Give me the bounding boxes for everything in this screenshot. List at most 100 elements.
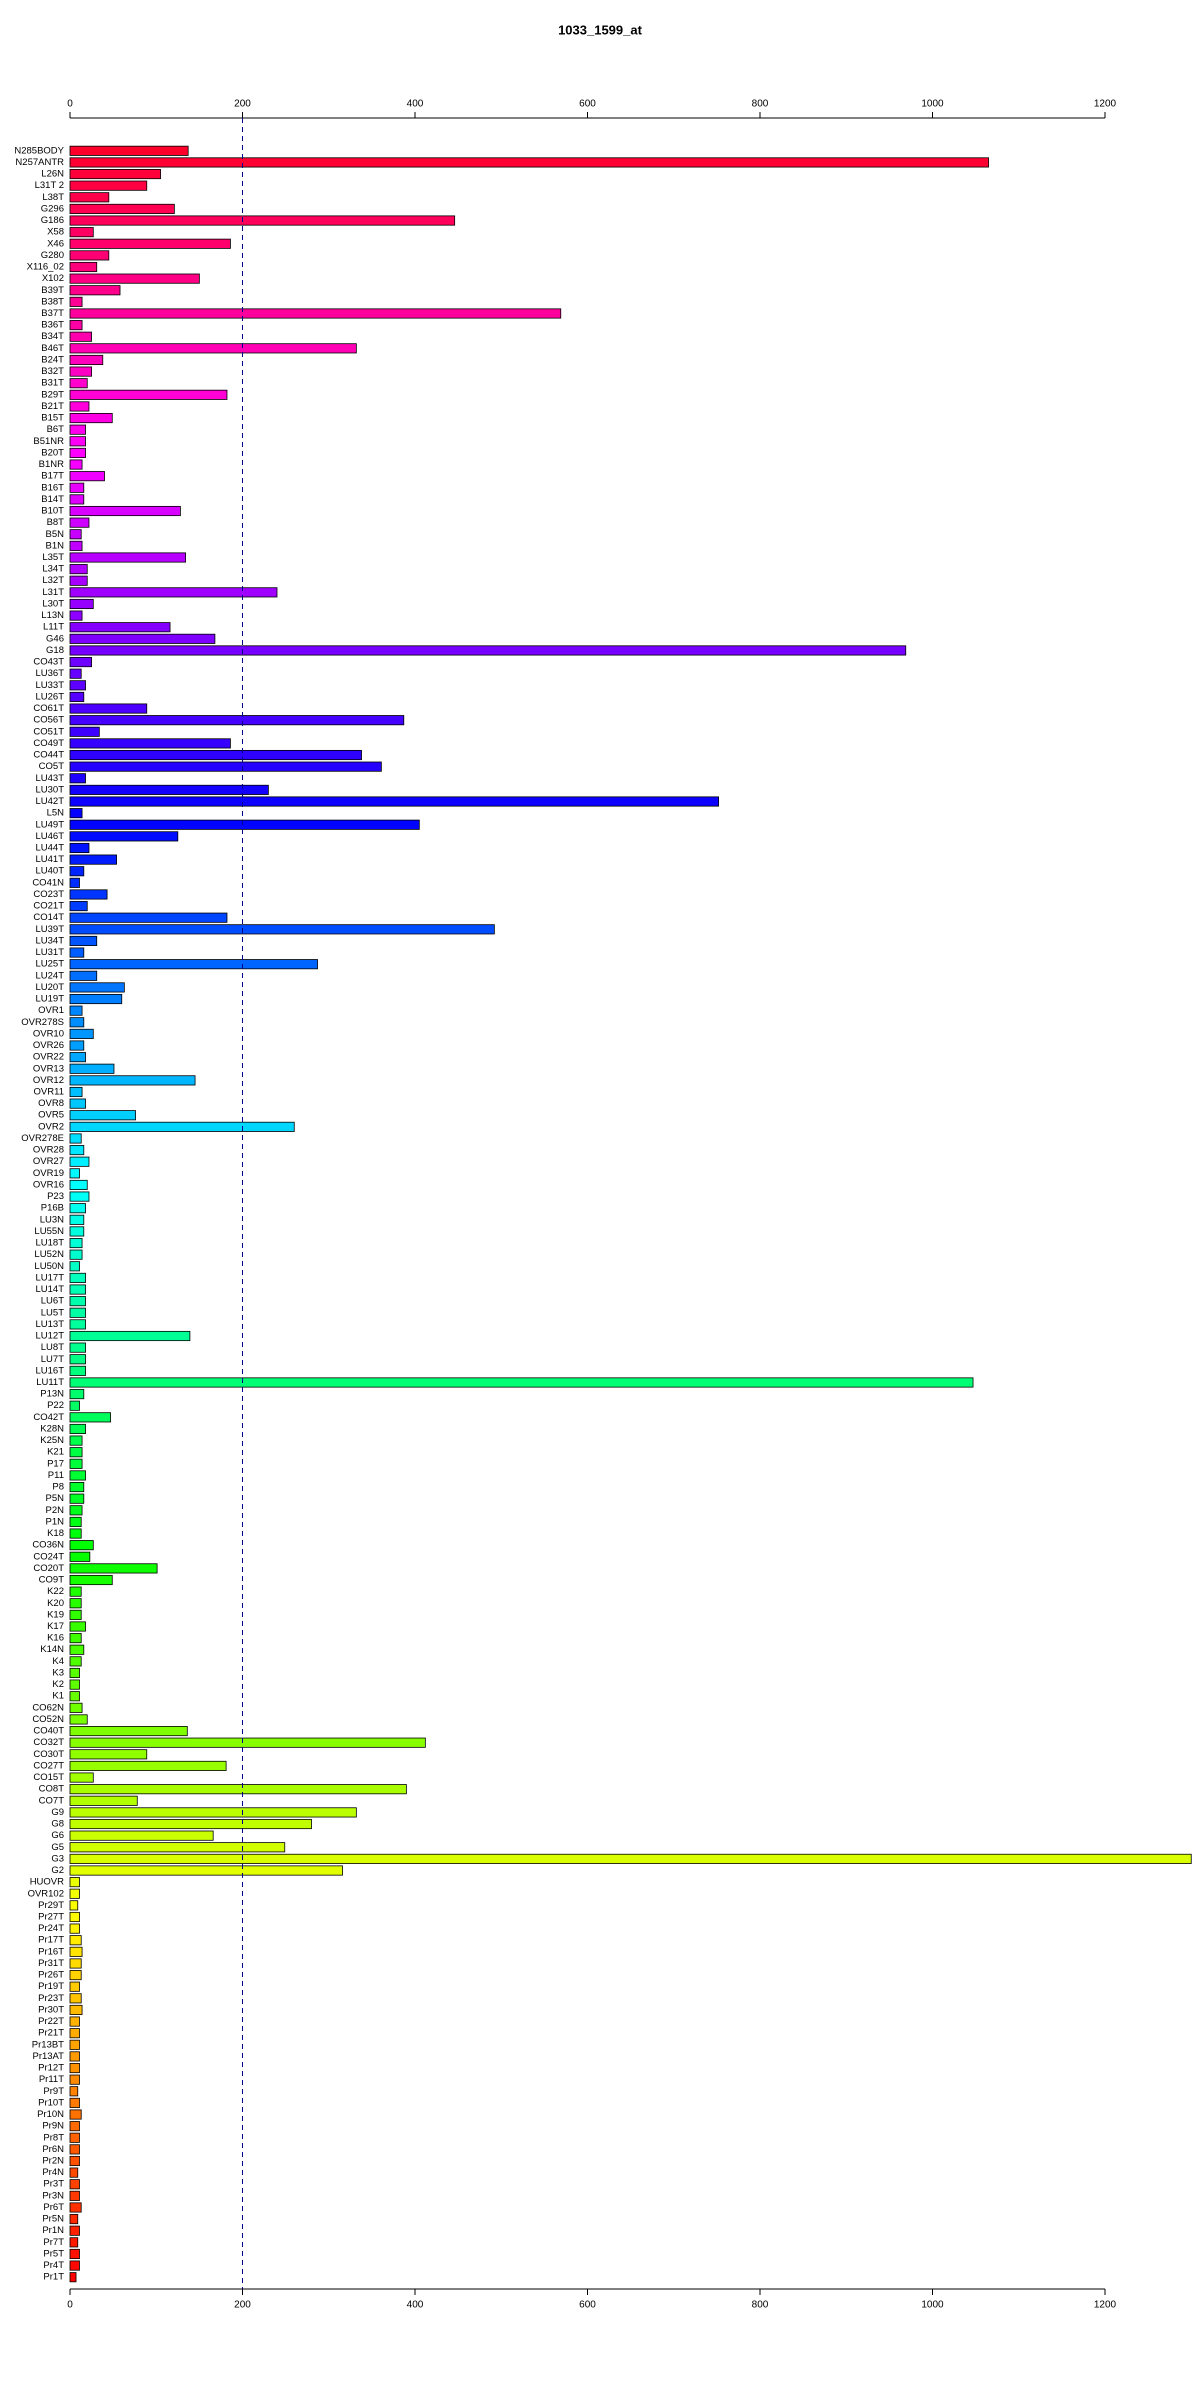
bar [69, 1528, 82, 1539]
y-tick-label: Pr24T [38, 1923, 64, 1934]
y-tick-label: CO21T [33, 901, 64, 912]
y-tick-label: Pr30T [38, 2004, 64, 2015]
bar [69, 1272, 86, 1283]
y-tick-label: X58 [47, 227, 64, 238]
x-tick-label: 600 [579, 99, 596, 110]
bar [69, 529, 82, 540]
bar [69, 1784, 407, 1795]
y-tick-label: Pr10N [37, 2109, 64, 2120]
bar [69, 622, 171, 633]
y-tick-label: Pr2N [42, 2156, 64, 2167]
y-tick-label: LU11T [36, 1377, 64, 1388]
chart-title: 1033_1599_at [558, 22, 643, 37]
y-tick-label: LU14T [35, 1284, 64, 1295]
y-tick-label: G46 [46, 633, 64, 644]
y-tick-label: X116_02 [27, 262, 64, 273]
bar [69, 1191, 90, 1202]
y-tick-label: CO7T [39, 1795, 65, 1806]
bar [69, 1110, 136, 1121]
y-tick-label: LU42T [35, 796, 64, 807]
bar [69, 1935, 82, 1946]
bar [69, 378, 88, 389]
bar [69, 1970, 82, 1981]
y-tick-label: B32T [41, 366, 64, 377]
y-tick-label: Pr31T [38, 1958, 64, 1969]
bar [69, 1737, 426, 1748]
bar [69, 1133, 82, 1144]
bar [69, 169, 161, 180]
y-tick-label: K28N [40, 1423, 64, 1434]
y-tick-label: P17 [47, 1458, 64, 1469]
bar [69, 819, 420, 830]
bar [69, 2179, 80, 2190]
bar [69, 1853, 1192, 1864]
bar [69, 842, 90, 854]
bar [69, 1261, 80, 1272]
y-tick-label: Pr27T [38, 1911, 64, 1922]
y-tick-label: Pr9N [42, 2121, 64, 2132]
bar [69, 1179, 88, 1190]
y-tick-label: LU18T [35, 1238, 64, 1249]
x-tick-label: 400 [407, 2300, 424, 2311]
bar [69, 598, 94, 610]
bar [69, 645, 907, 656]
y-tick-label: Pr19T [38, 1981, 64, 1992]
bar [69, 1063, 115, 1074]
bar [69, 1389, 85, 1400]
y-tick-label: LU8T [41, 1342, 64, 1353]
bar [69, 2155, 80, 2167]
y-tick-label: CO32T [33, 1737, 64, 1748]
y-tick-label: Pr11T [39, 2074, 64, 2085]
bar [69, 1435, 83, 1446]
bar [69, 982, 125, 993]
y-tick-label: Pr17T [38, 1935, 64, 1946]
y-tick-label: CO51T [33, 726, 64, 737]
y-tick-label: L11T [43, 622, 64, 633]
y-tick-label: OVR19 [33, 1168, 64, 1179]
y-tick-label: K21 [47, 1447, 64, 1458]
bar [69, 575, 88, 586]
bar [69, 1365, 86, 1376]
bar [69, 993, 123, 1005]
y-tick-label: CO52N [32, 1714, 64, 1725]
y-tick-label: L34T [42, 564, 64, 575]
bar [69, 1830, 214, 1841]
y-tick-label: Pr22T [38, 2016, 64, 2027]
y-tick-label: K17 [47, 1621, 64, 1632]
y-tick-label: K16 [47, 1633, 64, 1644]
y-tick-label: K2 [52, 1679, 64, 1690]
bar [69, 1098, 86, 1109]
y-tick-label: Pr10T [38, 2097, 64, 2108]
bar [69, 924, 495, 935]
y-tick-label: X102 [42, 273, 64, 284]
bar [69, 959, 318, 970]
bar [69, 657, 92, 668]
x-tick-label: 800 [752, 2300, 769, 2311]
y-tick-label: Pr9T [43, 2086, 64, 2097]
y-tick-label: LU20T [35, 982, 64, 993]
bar [69, 366, 92, 377]
y-tick-label: Pr4T [43, 2260, 64, 2271]
bar [69, 1923, 80, 1934]
bar [69, 1458, 83, 1469]
bar [69, 1656, 82, 1667]
y-tick-label: Pr4N [42, 2167, 64, 2178]
bar [69, 2004, 83, 2015]
y-tick-label: G5 [51, 1842, 64, 1853]
bar [69, 1214, 85, 1225]
bar [69, 889, 108, 900]
bar [69, 1714, 88, 1725]
y-tick-label: P16B [41, 1203, 64, 1214]
bar [69, 2248, 80, 2259]
bar [69, 1377, 974, 1388]
y-tick-label: Pr6T [43, 2202, 64, 2213]
bar [69, 2214, 79, 2225]
bar [69, 1551, 91, 1562]
y-tick-label: LU46T [35, 831, 64, 842]
bar [69, 227, 94, 238]
bar [69, 459, 83, 470]
y-tick-label: B39T [41, 285, 64, 296]
y-tick-label: LU55N [34, 1226, 64, 1237]
y-tick-label: LU16T [35, 1365, 64, 1376]
